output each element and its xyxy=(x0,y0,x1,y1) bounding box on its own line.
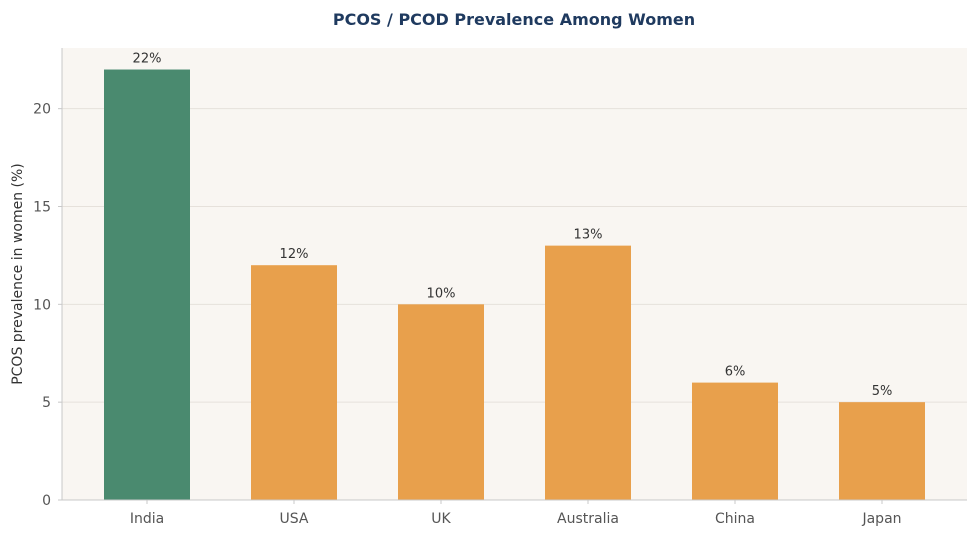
value-labels: 22% 12% 10% 13% 6% 5% xyxy=(133,52,893,400)
y-tick-label: 0 xyxy=(42,493,51,509)
x-tick-label-india: India xyxy=(130,511,164,527)
bar-australia xyxy=(545,245,631,500)
y-tick-label: 20 xyxy=(33,102,51,118)
bar-uk xyxy=(398,304,484,500)
value-label-china: 6% xyxy=(725,365,746,380)
x-tick-label-china: China xyxy=(715,511,755,527)
bar-usa xyxy=(251,265,337,500)
bar-china xyxy=(692,382,778,500)
plot-background xyxy=(62,48,967,500)
value-label-uk: 10% xyxy=(427,286,456,301)
value-label-india: 22% xyxy=(133,52,162,67)
x-tick-label-uk: UK xyxy=(431,511,451,527)
value-label-usa: 12% xyxy=(280,247,309,262)
y-tick-label: 10 xyxy=(33,297,51,313)
chart-title: PCOS / PCOD Prevalence Among Women xyxy=(333,10,695,29)
y-tick-label: 5 xyxy=(42,395,51,411)
bar-india xyxy=(104,69,190,501)
y-tick-label: 15 xyxy=(33,199,51,215)
x-tick-label-australia: Australia xyxy=(557,511,619,527)
axes: 0 5 10 15 20 India USA UK Australia China Japan xyxy=(33,48,967,527)
x-tick-label-japan: Japan xyxy=(861,511,901,527)
gridlines xyxy=(62,108,967,403)
x-tick-label-usa: USA xyxy=(280,511,309,527)
y-axis-label: PCOS prevalence in women (%) xyxy=(10,163,26,385)
bars xyxy=(104,69,925,501)
value-label-australia: 13% xyxy=(574,228,603,243)
value-label-japan: 5% xyxy=(872,384,893,399)
bar-japan xyxy=(839,402,925,500)
